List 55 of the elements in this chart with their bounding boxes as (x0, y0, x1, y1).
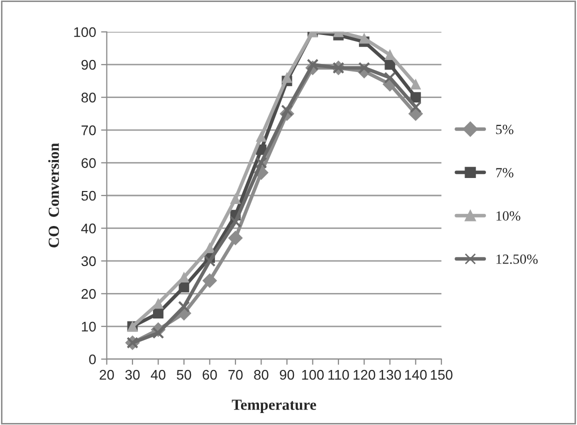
y-tick-label: 100 (74, 27, 96, 38)
point (255, 156, 268, 169)
point (358, 33, 370, 44)
x-tick-label: 40 (150, 370, 166, 380)
x-tick-label: 120 (354, 370, 376, 380)
point (384, 50, 396, 60)
x-tick-label: 20 (100, 370, 114, 380)
y-tick-label: 70 (82, 125, 96, 136)
point (204, 242, 215, 254)
x-tick-label: 80 (254, 370, 268, 380)
point (178, 300, 190, 313)
y-tick-label: 10 (82, 322, 96, 332)
legend-label: 10% (496, 211, 520, 221)
y-axis-title: CO Conversion (48, 143, 59, 248)
point (152, 327, 164, 339)
y-tick-label: 60 (82, 158, 96, 168)
point (256, 131, 266, 142)
y-tick-label: 20 (82, 289, 96, 299)
point (410, 101, 422, 114)
legend-label: 7% (496, 168, 514, 178)
x-tick-label: 70 (228, 370, 243, 380)
legend-label: 12.50% (496, 254, 538, 264)
y-tick-label: 90 (82, 60, 96, 70)
point (358, 62, 370, 74)
point (384, 72, 396, 84)
point (228, 230, 243, 246)
x-tick-label: 50 (176, 370, 192, 380)
point (153, 308, 164, 319)
point (281, 104, 293, 116)
point (204, 255, 216, 267)
y-tick-label: 30 (81, 256, 96, 266)
x-tick-label: 90 (280, 370, 294, 380)
y-tick-label: 50 (81, 190, 96, 201)
point (282, 72, 292, 83)
y-tick-label: 40 (81, 224, 96, 234)
x-tick-label: 100 (302, 370, 324, 380)
x-tick-label: 140 (405, 370, 427, 380)
x-tick-label: 60 (202, 370, 217, 380)
point (410, 79, 421, 90)
point (178, 282, 190, 292)
point (153, 298, 164, 309)
x-tick-label: 150 (430, 370, 452, 380)
x-tick-label: 110 (328, 370, 349, 380)
x-tick-label: 130 (379, 370, 401, 380)
legend-label: 5% (496, 124, 514, 134)
point (410, 92, 421, 103)
y-tick-label: 0 (89, 354, 96, 364)
point (306, 58, 319, 71)
point (202, 273, 217, 288)
point (230, 194, 241, 204)
y-tick-label: 80 (81, 92, 96, 102)
point (230, 216, 242, 228)
point (384, 59, 396, 70)
x-tick-label: 30 (125, 370, 140, 380)
x-axis-title: Temperature (232, 400, 316, 414)
